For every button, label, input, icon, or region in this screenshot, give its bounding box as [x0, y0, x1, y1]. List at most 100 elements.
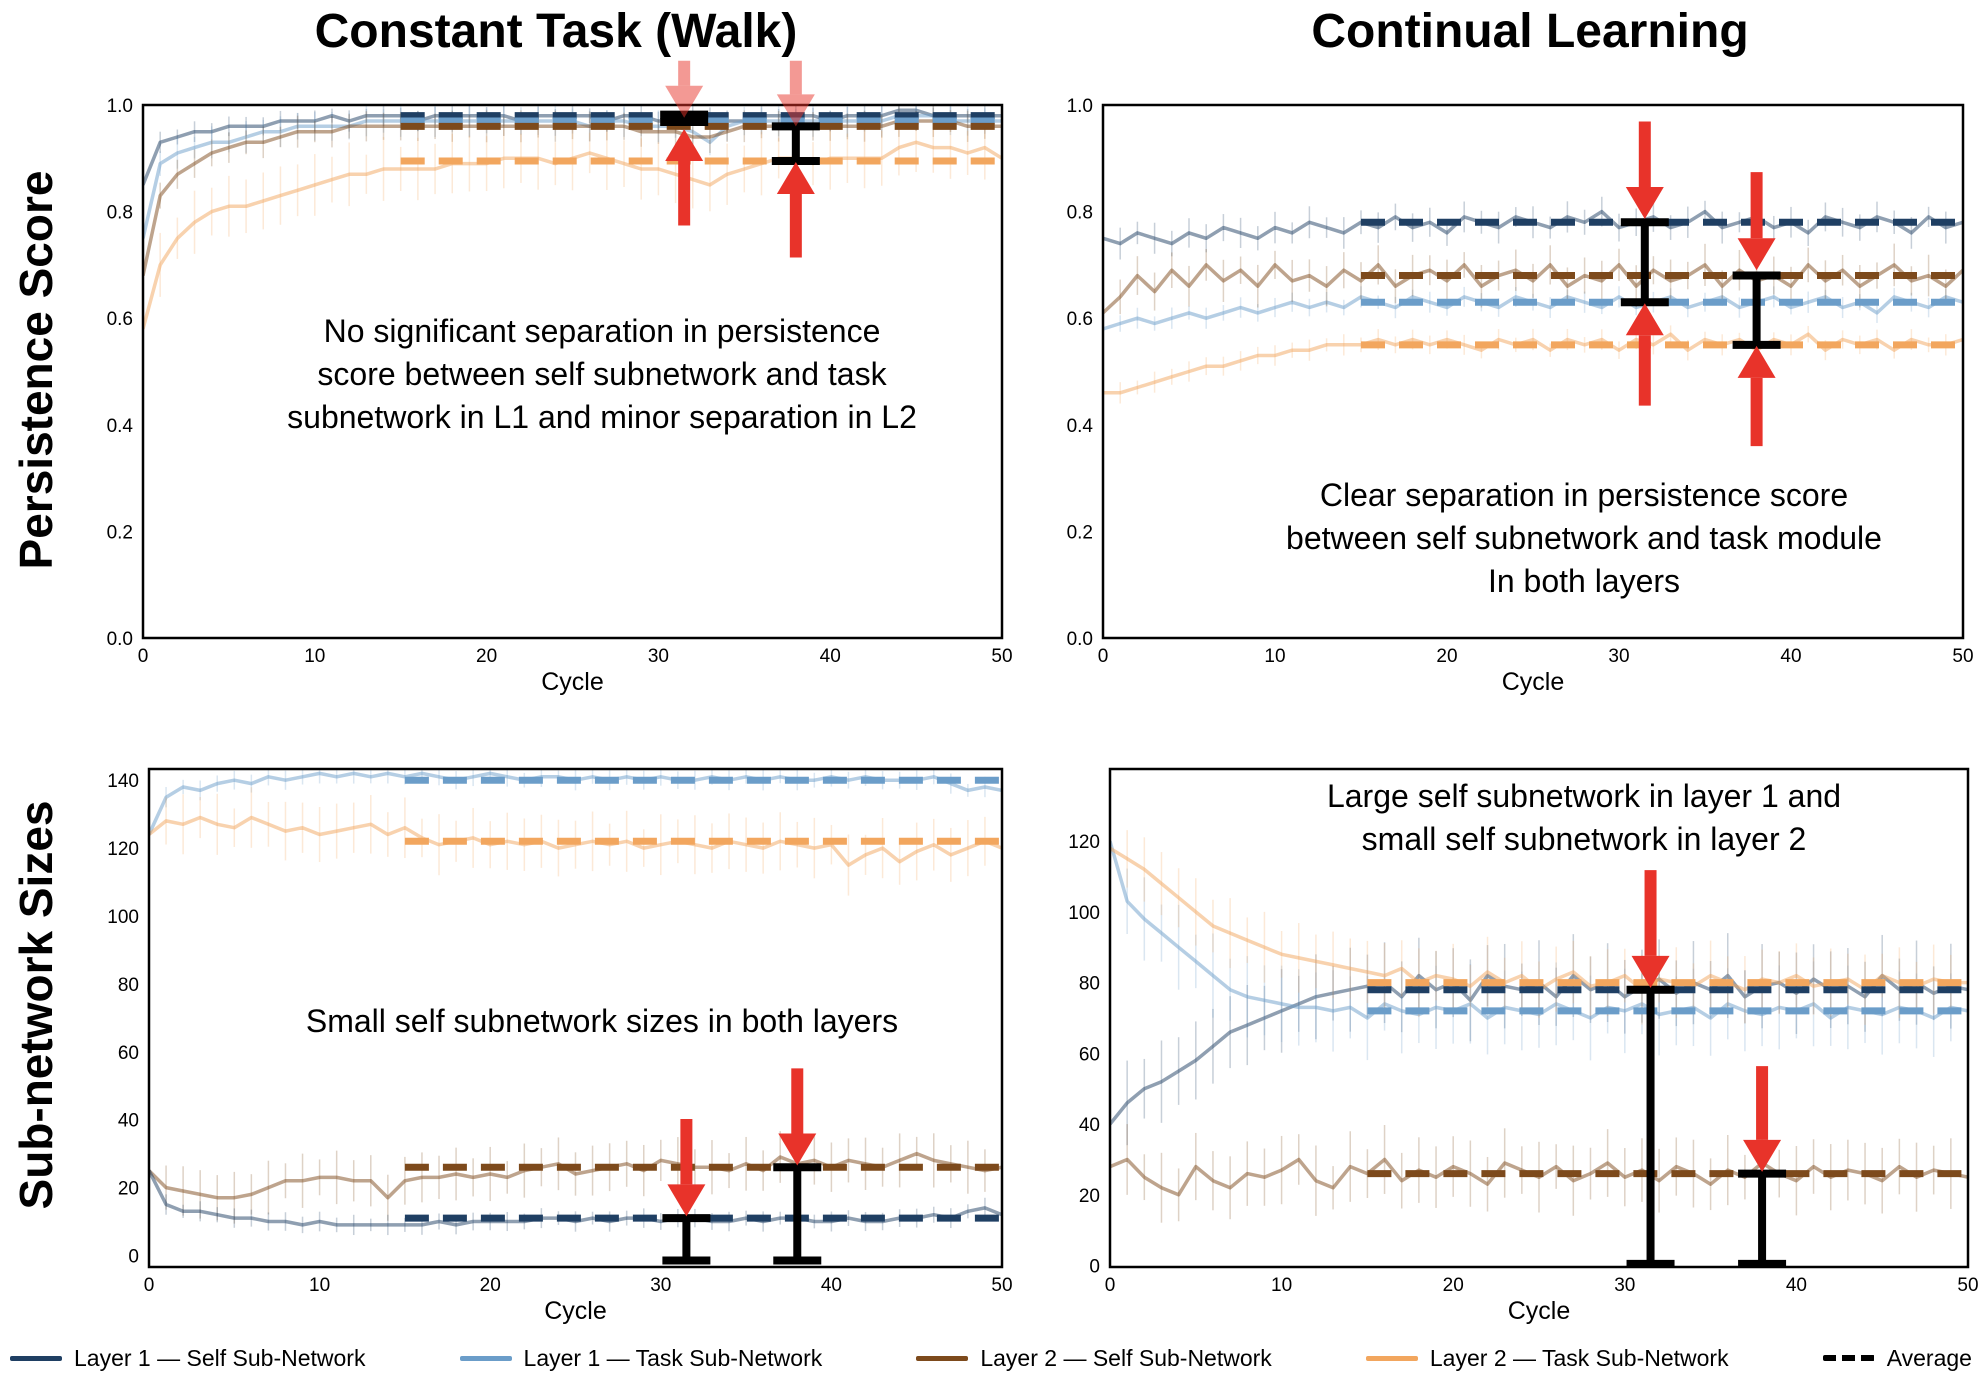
- column-title-constant-task: Constant Task (Walk): [314, 5, 798, 58]
- legend-item-l2-task: Layer 2 — Task Sub-Network: [1365, 1344, 1729, 1372]
- legend-item-l1-self: Layer 1 — Self Sub-Network: [10, 1345, 365, 1372]
- annotation-line: Small self subnetwork sizes in both laye…: [305, 1003, 899, 1039]
- panel-tr: 0 10 20 30 40 50 0.0 0.2 0.4 0.6 0.8 1.0 Cycle: [1067, 96, 1974, 696]
- arrow-head-icon: [1737, 345, 1776, 378]
- y-tick-label: 0.2: [107, 522, 133, 543]
- y-tick-label: 120: [1068, 832, 1100, 853]
- x-tick-label: 20: [480, 1275, 501, 1296]
- legend-swatch: [1365, 1355, 1418, 1361]
- faded-arrow-head-icon: [665, 85, 704, 118]
- legend-label: Layer 1 — Task Sub-Network: [523, 1344, 823, 1371]
- plot-area: [1110, 801, 1968, 1223]
- x-axis-label: Cycle: [1508, 1297, 1571, 1325]
- y-tick-label: 0.0: [1067, 629, 1093, 650]
- y-tick-label: 40: [118, 1111, 139, 1132]
- y-tick-label: 140: [107, 771, 139, 792]
- y-tick-label: 60: [118, 1043, 139, 1064]
- x-tick-label: 10: [1264, 646, 1285, 667]
- x-tick-label: 30: [1614, 1275, 1635, 1296]
- annotation-tr: Clear separation in persistence score be…: [1286, 474, 1882, 603]
- plot-area: [149, 769, 1002, 1236]
- y-tick-label: 100: [107, 907, 139, 928]
- row-label-persistence: Persistence Score: [10, 170, 62, 570]
- legend-item-l2-self: Layer 2 — Self Sub-Network: [916, 1344, 1272, 1372]
- legend-swatch: [459, 1355, 512, 1361]
- axes-frame: [1108, 767, 1970, 1269]
- legend-label: Layer 1 — Self Sub-Network: [74, 1344, 366, 1371]
- y-tick-label: 0.4: [107, 416, 134, 437]
- arrow-head-icon: [1625, 187, 1664, 220]
- annotation-line: Clear separation in persistence score: [1319, 477, 1849, 513]
- x-tick-label: 50: [991, 646, 1012, 667]
- x-tick-label: 0: [144, 1275, 155, 1296]
- annotation-tl: No significant separation in persistence…: [287, 310, 917, 439]
- legend-item-average: Average: [1822, 1344, 1972, 1372]
- legend-label: Layer 2 — Task Sub-Network: [1429, 1344, 1729, 1371]
- annotation-line: No significant separation in persistence: [323, 313, 881, 349]
- x-tick-label: 40: [820, 646, 841, 667]
- y-tick-label: 0.4: [1067, 416, 1094, 437]
- annotation-line: score between self subnetwork and task: [317, 356, 887, 392]
- x-tick-label: 50: [1957, 1275, 1978, 1296]
- x-tick-label: 10: [304, 646, 325, 667]
- series-line-l2_self: [149, 1151, 1002, 1200]
- arrow-head-icon: [1631, 955, 1670, 988]
- arrow-head-icon: [778, 1133, 817, 1166]
- legend-swatch: [916, 1355, 969, 1361]
- legend-item-l1-task: Layer 1 — Task Sub-Network: [459, 1344, 823, 1372]
- x-tick-label: 20: [476, 646, 497, 667]
- axes-frame: [147, 767, 1004, 1269]
- x-tick-label: 0: [1105, 1275, 1116, 1296]
- plot-area: [1103, 196, 1963, 404]
- arrow-head-icon: [776, 162, 815, 195]
- y-tick-label: 120: [107, 839, 139, 860]
- arrow-head-icon: [1625, 303, 1664, 336]
- legend-label: Layer 2 — Self Sub-Network: [980, 1344, 1272, 1371]
- y-tick-label: 0.0: [107, 629, 133, 650]
- y-tick-label: 60: [1079, 1044, 1100, 1065]
- annotation-line: small self subnetwork in layer 2: [1361, 821, 1807, 857]
- annotation-line: between self subnetwork and task module: [1286, 520, 1882, 556]
- panel-br: 0 10 20 30 40 50 0 20 40 60 80 100 120 Cycle: [1068, 767, 1979, 1325]
- legend-swatch: [1822, 1355, 1875, 1361]
- x-axis-label: Cycle: [544, 1297, 607, 1325]
- x-axis-label: Cycle: [541, 668, 604, 696]
- x-tick-label: 30: [1608, 646, 1629, 667]
- annotation-line: Large self subnetwork in layer 1 and: [1326, 778, 1842, 814]
- x-tick-label: 30: [648, 646, 669, 667]
- y-tick-label: 20: [1079, 1186, 1100, 1207]
- legend: Layer 1 — Self Sub-Network Layer 1 — Tas…: [0, 1340, 1982, 1376]
- annotation-br: Large self subnetwork in layer 1 and sma…: [1327, 775, 1841, 861]
- axes-frame: [1101, 103, 1965, 640]
- y-tick-label: 100: [1068, 903, 1100, 924]
- legend-label: Average: [1886, 1344, 1972, 1371]
- y-tick-label: 1.0: [107, 96, 133, 117]
- y-tick-label: 0.2: [1067, 522, 1093, 543]
- x-tick-label: 0: [138, 646, 149, 667]
- y-tick-label: 0.8: [107, 203, 133, 224]
- y-tick-label: 1.0: [1067, 96, 1093, 117]
- arrow-head-icon: [667, 1184, 706, 1217]
- y-tick-label: 0.6: [107, 309, 133, 330]
- x-tick-label: 40: [1780, 646, 1801, 667]
- x-tick-label: 40: [1786, 1275, 1807, 1296]
- x-tick-label: 50: [1952, 646, 1973, 667]
- y-tick-label: 0.8: [1067, 203, 1093, 224]
- annotation-line: In both layers: [1487, 563, 1681, 599]
- axes-frame: [141, 103, 1004, 640]
- y-tick-label: 80: [1079, 974, 1100, 995]
- x-tick-label: 40: [821, 1275, 842, 1296]
- panel-bl: 0 10 20 30 40 50 0 20 40 60 80 100 120 140 Cycle: [107, 767, 1013, 1325]
- y-tick-label: 0.6: [1067, 309, 1093, 330]
- column-title-continual-learning: Continual Learning: [1311, 5, 1749, 58]
- arrow-head-icon: [665, 128, 704, 161]
- x-tick-label: 20: [1443, 1275, 1464, 1296]
- y-tick-label: 20: [118, 1179, 139, 1200]
- y-tick-label: 80: [118, 975, 139, 996]
- arrow-head-icon: [1737, 238, 1776, 271]
- y-tick-label: 0: [128, 1246, 139, 1267]
- panel-tl: 0 10 20 30 40 50 0.0 0.2 0.4 0.6 0.8 1.0 Cycle: [107, 60, 1013, 696]
- y-tick-label: 0: [1089, 1257, 1100, 1278]
- y-tick-label: 40: [1079, 1115, 1100, 1136]
